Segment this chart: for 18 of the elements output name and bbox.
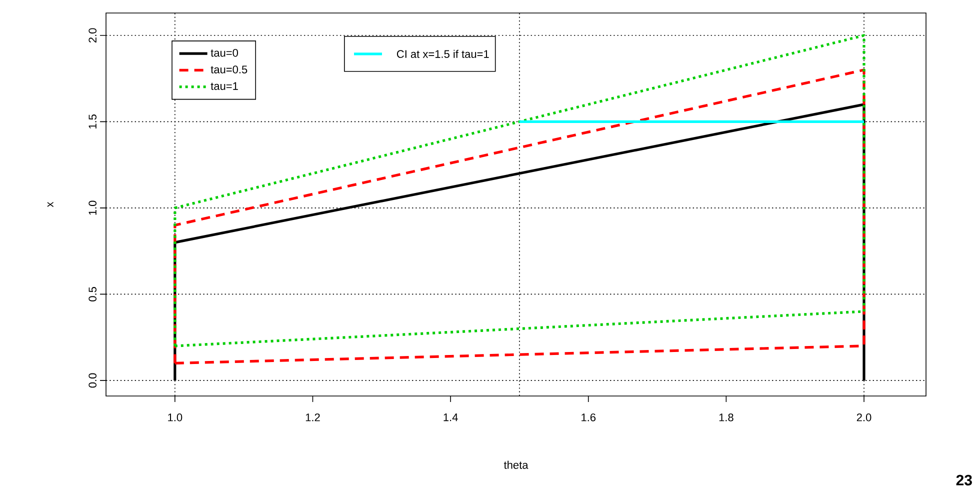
x-tick-label: 1.8: [719, 414, 734, 422]
y-tick-label: 1.0: [88, 200, 96, 215]
x-tick-label: 1.2: [306, 414, 320, 422]
legend-label: tau=0.5: [210, 66, 248, 74]
text: 23: [956, 474, 972, 486]
y-tick-label: 0.0: [88, 373, 96, 388]
x-axis-title: theta: [504, 460, 528, 469]
x-tick-label: 1.4: [444, 414, 458, 422]
legend-label: tau=0: [210, 48, 238, 57]
y-axis-title: x: [47, 202, 54, 208]
x-tick-label: 1.0: [168, 414, 182, 422]
legend-label: CI at x=1.5 if tau=1: [396, 50, 489, 58]
x-tick-label: 1.6: [582, 414, 596, 422]
x-tick-label: 2.0: [856, 414, 872, 422]
y-tick-label: 2.0: [88, 28, 96, 43]
legend-label: tau=1: [210, 82, 238, 90]
y-tick-label: 0.5: [88, 287, 96, 302]
y-tick-label: 1.5: [88, 114, 96, 128]
